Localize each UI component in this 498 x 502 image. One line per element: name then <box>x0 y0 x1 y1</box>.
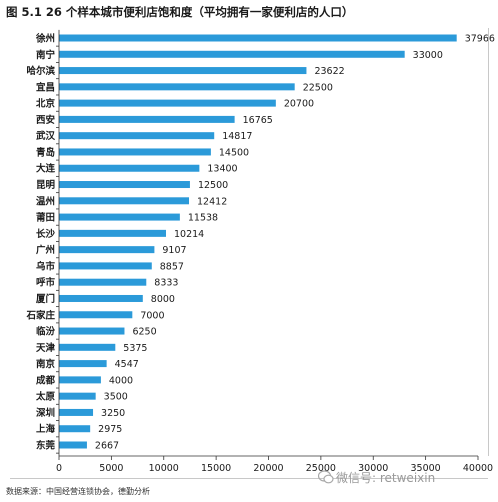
bar-5 <box>59 115 235 123</box>
category-label-14: 乌市 <box>36 260 56 272</box>
bar-20 <box>59 360 107 368</box>
value-label-15: 8333 <box>154 278 178 289</box>
bar-0 <box>59 34 457 42</box>
category-label-24: 上海 <box>36 423 56 435</box>
category-label-1: 南宁 <box>36 49 56 61</box>
x-tick-label-3: 15000 <box>201 463 231 474</box>
value-label-4: 20700 <box>284 99 314 110</box>
x-tick-label-8: 40000 <box>463 463 493 474</box>
category-label-22: 太原 <box>36 391 56 403</box>
x-tick-label-0: 0 <box>56 463 62 474</box>
bar-23 <box>59 408 94 416</box>
bar-19 <box>59 343 116 351</box>
bar-6 <box>59 132 215 140</box>
category-label-9: 昆明 <box>36 180 56 191</box>
value-label-6: 14817 <box>222 131 252 142</box>
value-label-5: 16765 <box>243 115 273 126</box>
category-label-8: 大连 <box>36 163 56 175</box>
source-note: 数据来源：中国经营连锁协会，德勤分析 <box>6 487 150 496</box>
bar-16 <box>59 294 143 302</box>
bar-1 <box>59 50 405 58</box>
bar-24 <box>59 425 91 433</box>
bar-21 <box>59 376 101 384</box>
category-label-4: 北京 <box>36 98 56 110</box>
x-tick-label-2: 10000 <box>149 463 179 474</box>
bar-18 <box>59 327 125 335</box>
category-label-17: 石家庄 <box>25 309 55 321</box>
bar-13 <box>59 246 155 254</box>
bar-8 <box>59 164 200 172</box>
bar-25 <box>59 441 87 449</box>
category-label-5: 西安 <box>36 114 56 126</box>
watermark-text: 微信号: retweixin <box>336 471 436 485</box>
value-labels-group: 37966 33000 23622 22500 20700 16765 14817 14500… <box>95 34 495 452</box>
category-label-21: 成都 <box>36 374 56 386</box>
chart-title: 图 5.1 26 个样本城市便利店饱和度（平均拥有一家便利店的人口） <box>6 5 354 19</box>
x-tick-label-5: 25000 <box>306 463 336 474</box>
category-labels-group: 徐州南宁哈尔滨宜昌北京西安武汉青岛大连昆明温州莆田长沙广州乌市呼市厦门石家庄临汾… <box>25 33 55 452</box>
value-label-11: 11538 <box>188 213 218 224</box>
value-label-13: 9107 <box>162 245 186 256</box>
frame-right-line <box>488 28 489 456</box>
category-label-12: 长沙 <box>36 228 56 240</box>
category-label-15: 呼市 <box>36 277 56 289</box>
bar-12 <box>59 229 166 237</box>
value-label-8: 13400 <box>207 164 237 175</box>
value-label-21: 4000 <box>109 375 133 386</box>
category-label-25: 东莞 <box>36 440 56 452</box>
x-tick-label-1: 5000 <box>99 463 123 474</box>
value-label-12: 10214 <box>174 229 204 240</box>
wechat-icon <box>318 470 334 484</box>
category-label-3: 宜昌 <box>36 81 55 93</box>
category-label-7: 青岛 <box>36 146 55 158</box>
bar-4 <box>59 99 276 107</box>
value-label-24: 2975 <box>98 424 122 435</box>
x-tick-label-7: 35000 <box>411 463 441 474</box>
category-label-0: 徐州 <box>35 33 55 45</box>
value-label-3: 22500 <box>303 82 333 93</box>
category-label-11: 莆田 <box>36 212 55 224</box>
category-label-20: 南京 <box>36 358 56 370</box>
bar-17 <box>59 311 133 319</box>
category-label-16: 厦门 <box>36 293 55 305</box>
bar-3 <box>59 83 295 91</box>
value-label-23: 3250 <box>101 408 125 419</box>
bar-9 <box>59 181 190 189</box>
bars-group <box>59 34 457 449</box>
category-label-10: 温州 <box>36 195 55 207</box>
category-label-23: 深圳 <box>36 407 55 419</box>
category-label-19: 天津 <box>36 342 56 354</box>
value-label-0: 37966 <box>465 34 495 45</box>
value-label-10: 12412 <box>197 196 227 207</box>
value-label-18: 6250 <box>132 327 156 338</box>
x-axis: 0 5000 10000 15000 20000 25000 30000 35000 40000 <box>56 29 493 474</box>
category-label-13: 广州 <box>36 244 55 256</box>
frame-bottom-line <box>10 478 488 479</box>
value-label-16: 8000 <box>151 294 175 305</box>
bar-2 <box>59 67 307 75</box>
value-label-25: 2667 <box>95 441 119 452</box>
value-label-17: 7000 <box>140 310 164 321</box>
category-label-6: 武汉 <box>36 130 56 142</box>
bar-22 <box>59 392 96 400</box>
value-label-22: 3500 <box>104 392 128 403</box>
value-label-20: 4547 <box>115 359 139 370</box>
value-label-19: 5375 <box>123 343 147 354</box>
bar-10 <box>59 197 190 205</box>
value-label-7: 14500 <box>219 147 249 158</box>
bar-15 <box>59 278 147 286</box>
bar-14 <box>59 262 152 270</box>
bar-11 <box>59 213 180 221</box>
value-label-9: 12500 <box>198 180 228 191</box>
value-label-1: 33000 <box>413 50 443 61</box>
category-label-18: 临汾 <box>36 326 56 338</box>
x-tick-label-4: 20000 <box>253 463 283 474</box>
x-tick-label-6: 30000 <box>358 463 388 474</box>
category-label-2: 哈尔滨 <box>26 65 55 77</box>
value-label-14: 8857 <box>160 261 184 272</box>
value-label-2: 23622 <box>314 66 344 77</box>
bar-7 <box>59 148 211 156</box>
